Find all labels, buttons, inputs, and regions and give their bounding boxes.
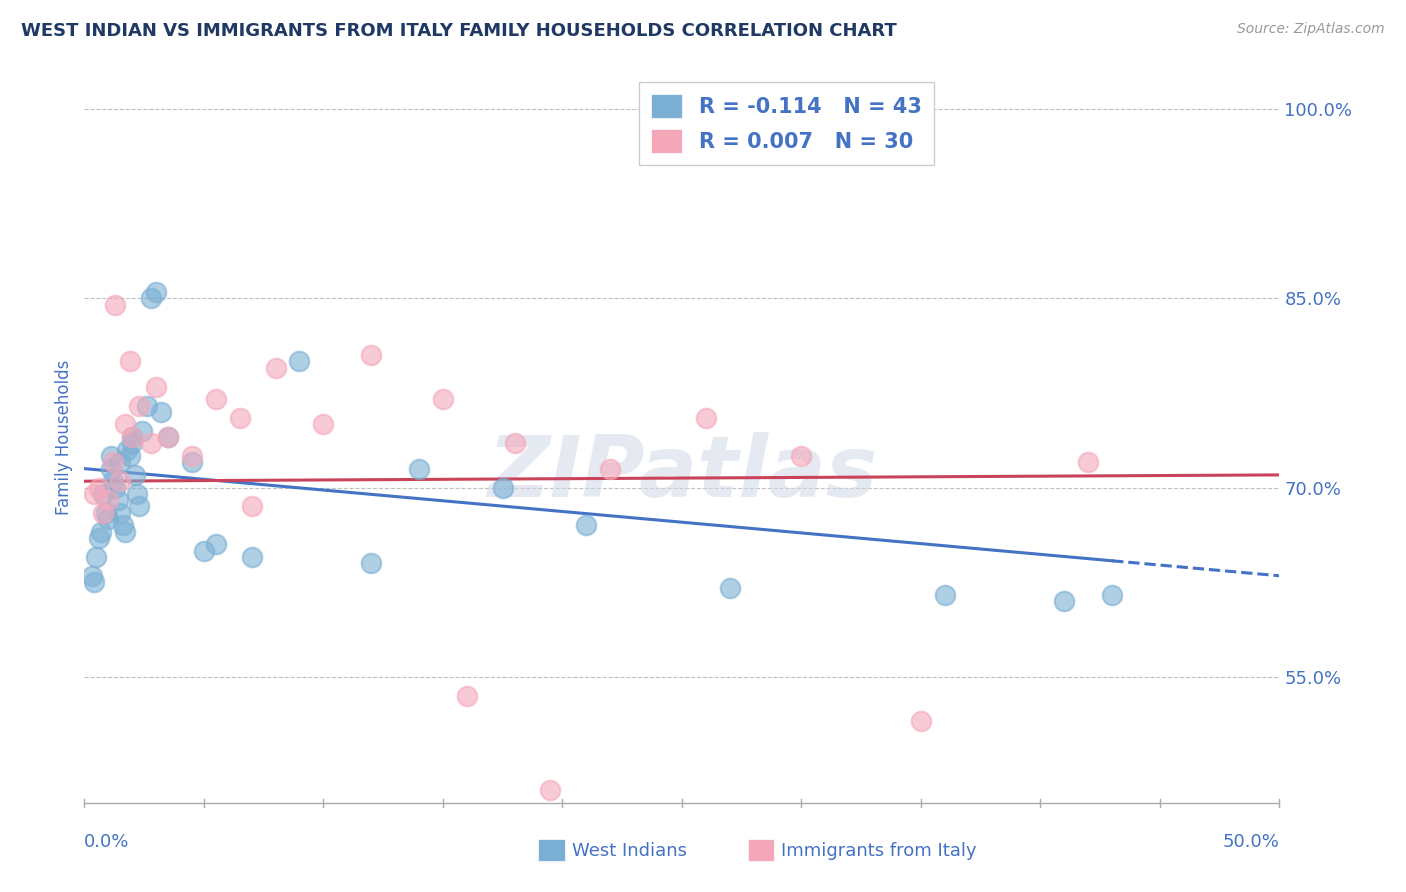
Point [360, 556, 382, 570]
Point [107, 493, 129, 508]
Point [104, 298, 127, 312]
Text: ZIPatlas: ZIPatlas [486, 432, 877, 516]
Point [101, 474, 124, 488]
Point [599, 461, 621, 475]
Point [157, 430, 180, 444]
Text: Source: ZipAtlas.com: Source: ZipAtlas.com [1237, 22, 1385, 37]
Legend: R = -0.114   N = 43, R = 0.007   N = 30: R = -0.114 N = 43, R = 0.007 N = 30 [638, 82, 935, 165]
Point [157, 430, 180, 444]
Point [104, 481, 127, 495]
Point [124, 467, 146, 482]
Point [118, 449, 141, 463]
Bar [538, 839, 565, 862]
Point [456, 689, 478, 703]
Point [312, 417, 335, 432]
Point [141, 291, 163, 305]
Point [240, 500, 263, 514]
Point [145, 379, 167, 393]
Point [145, 285, 167, 299]
Point [135, 399, 157, 413]
Text: 0.0%: 0.0% [84, 833, 129, 851]
Point [718, 582, 741, 596]
Point [110, 506, 132, 520]
Point [408, 461, 430, 475]
Point [93, 506, 115, 520]
Point [80, 569, 103, 583]
Point [83, 575, 105, 590]
Point [110, 474, 132, 488]
Point [790, 449, 813, 463]
Point [121, 430, 143, 444]
Point [695, 411, 717, 425]
Point [118, 354, 141, 368]
Point [205, 392, 228, 407]
Point [240, 549, 263, 564]
Text: 50.0%: 50.0% [1223, 833, 1279, 851]
Point [432, 392, 454, 407]
Point [97, 512, 120, 526]
Point [93, 487, 115, 501]
Point [1053, 594, 1076, 608]
Point [86, 549, 108, 564]
Point [94, 506, 117, 520]
Point [181, 449, 204, 463]
Point [540, 783, 562, 797]
Point [90, 524, 112, 539]
Point [97, 493, 120, 508]
Bar [748, 839, 773, 862]
Y-axis label: Family Households: Family Households [55, 359, 73, 515]
Point [181, 455, 204, 469]
Point [117, 442, 139, 457]
Point [100, 449, 122, 463]
Point [87, 481, 110, 495]
Point [131, 424, 153, 438]
Point [288, 354, 311, 368]
Point [149, 405, 172, 419]
Point [1077, 455, 1099, 469]
Point [114, 417, 136, 432]
Point [205, 537, 228, 551]
Point [910, 714, 932, 728]
Point [360, 348, 382, 362]
Point [111, 518, 134, 533]
Text: West Indians: West Indians [572, 842, 688, 860]
Point [141, 436, 163, 450]
Point [503, 436, 526, 450]
Point [110, 455, 132, 469]
Point [87, 531, 110, 545]
Point [121, 436, 143, 450]
Text: WEST INDIAN VS IMMIGRANTS FROM ITALY FAMILY HOUSEHOLDS CORRELATION CHART: WEST INDIAN VS IMMIGRANTS FROM ITALY FAM… [21, 22, 897, 40]
Point [264, 360, 287, 375]
Point [121, 430, 143, 444]
Point [83, 487, 105, 501]
Point [1101, 588, 1123, 602]
Point [114, 524, 136, 539]
Point [492, 481, 515, 495]
Point [128, 399, 150, 413]
Point [934, 588, 956, 602]
Point [101, 455, 124, 469]
Point [125, 487, 148, 501]
Point [128, 500, 150, 514]
Point [229, 411, 252, 425]
Point [575, 518, 598, 533]
Point [193, 543, 215, 558]
Text: Immigrants from Italy: Immigrants from Italy [782, 842, 977, 860]
Point [100, 461, 122, 475]
